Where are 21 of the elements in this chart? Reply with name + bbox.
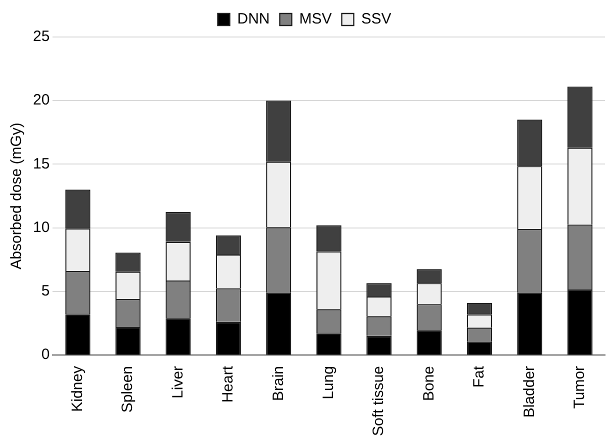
x-tick-label: Lung	[320, 366, 337, 400]
legend-label: MSV	[299, 10, 332, 28]
y-tick-label: 10	[32, 218, 50, 236]
x-tick-label: Kidney	[68, 365, 86, 412]
x-tick-label: Liver	[169, 366, 186, 398]
y-tick-label: 0	[41, 346, 50, 364]
x-tick-label: Fat	[470, 365, 488, 388]
y-tick-label: 5	[41, 282, 50, 300]
y-tick-label: 25	[32, 28, 50, 46]
x-tick-label: Heart	[220, 365, 237, 403]
legend-label: DNN	[237, 10, 270, 28]
x-tick-label: Bone	[420, 366, 438, 402]
x-tick-label: Bladder	[520, 366, 538, 418]
y-tick-label: 15	[32, 155, 50, 172]
legend-label: SSV	[361, 10, 392, 28]
x-tick-label: Soft tissue	[370, 366, 388, 436]
x-tick-label: Tumor	[571, 366, 588, 409]
x-tick-label: Spleen	[119, 366, 136, 413]
y-tick-label: 20	[32, 92, 50, 109]
y-axis-title: Absorbed dose (mGy)	[8, 122, 26, 270]
x-tick-label: Brain	[270, 366, 287, 401]
